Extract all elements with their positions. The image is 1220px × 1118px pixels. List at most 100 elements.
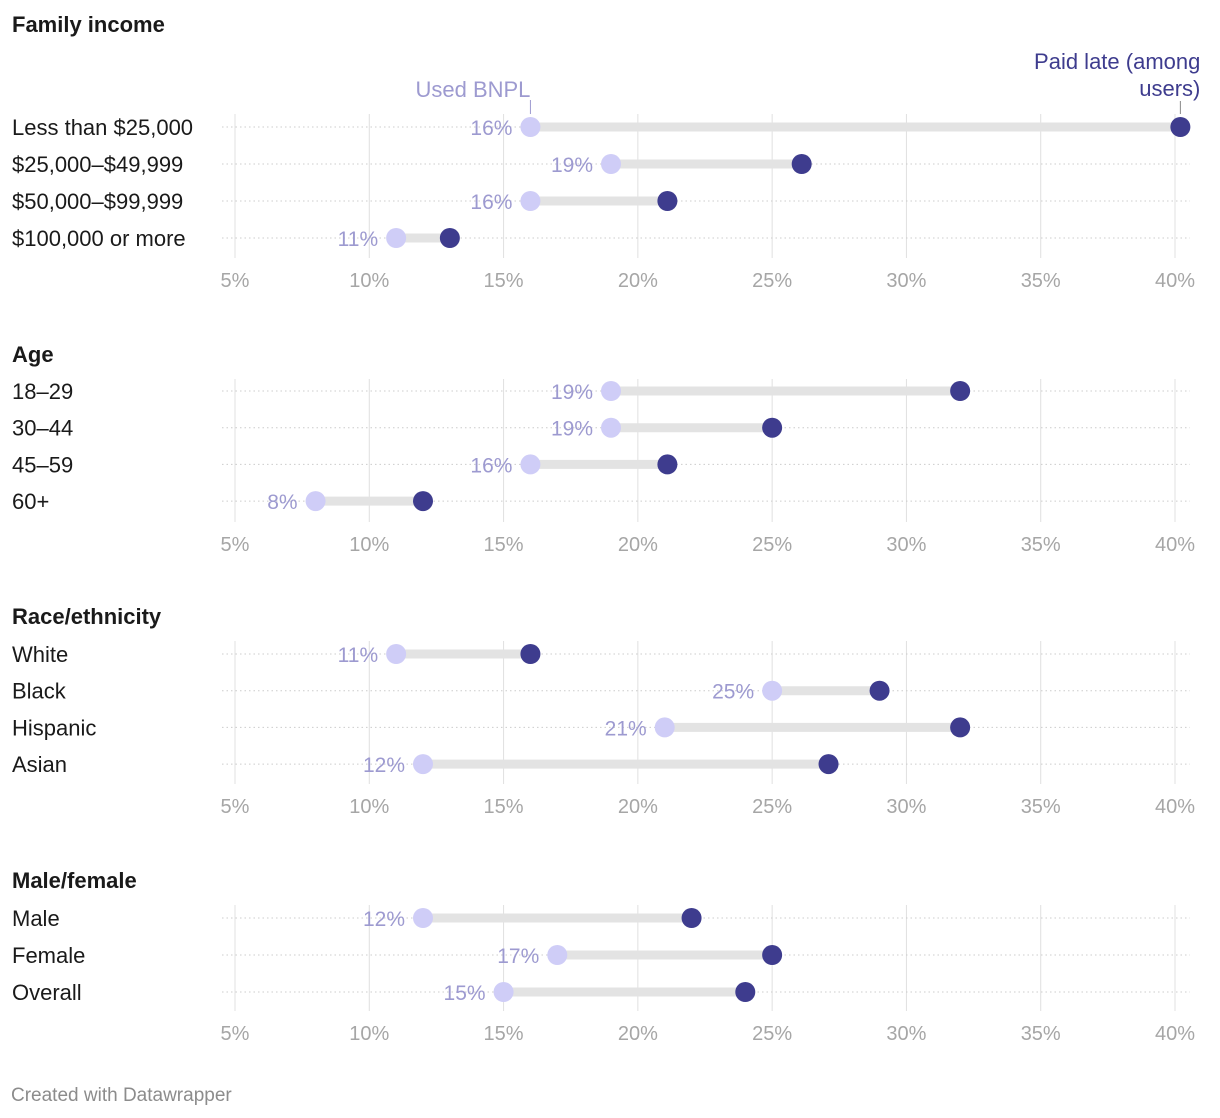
paid-late-dot [762, 417, 783, 438]
used-bnpl-dot [601, 154, 621, 174]
used-bnpl-value-label: 17% [497, 945, 539, 968]
panel-1: Family income 5% 10% 15% 20% 25% 30% 35% 40% Less… [12, 12, 1200, 292]
x-tick-label: 20% [618, 270, 658, 292]
used-bnpl-value-label: 25% [712, 681, 754, 704]
row-label: 18–29 [12, 379, 73, 404]
used-bnpl-dot [413, 754, 433, 775]
used-bnpl-dot [520, 191, 541, 211]
used-bnpl-value-label: 19% [551, 381, 593, 404]
x-tick-label: 35% [1021, 796, 1061, 818]
x-tick-label: 40% [1155, 1023, 1195, 1045]
x-tick-label: 40% [1155, 534, 1195, 556]
row-label: Overall [12, 980, 82, 1005]
x-tick-label: 5% [221, 270, 250, 292]
paid-late-dot [520, 644, 541, 664]
panel-title: Family income [12, 12, 165, 37]
used-bnpl-value-label: 12% [363, 754, 405, 777]
x-tick-label: 25% [752, 534, 792, 556]
row-label: 60+ [12, 489, 49, 514]
row-label: Male [12, 906, 60, 931]
row-label: $50,000–$99,999 [12, 189, 183, 214]
x-tick-label: 20% [618, 1023, 658, 1045]
panel-4: Male/female 5% 10% 15% 20% 25% 30% 35% 40% Male 12… [12, 868, 1195, 1045]
used-bnpl-value-label: 16% [470, 191, 512, 214]
x-tick-label: 15% [484, 1023, 524, 1045]
used-bnpl-dot [520, 454, 541, 475]
legend-paid-late-line: users) [1139, 76, 1200, 101]
x-tick-label: 5% [221, 534, 250, 556]
x-tick-label: 15% [484, 534, 524, 556]
row-label: Hispanic [12, 715, 96, 740]
used-bnpl-value-label: 16% [470, 454, 512, 477]
x-tick-label: 10% [349, 270, 389, 292]
paid-late-dot [735, 982, 756, 1002]
x-tick-label: 30% [886, 534, 926, 556]
x-tick-label: 10% [349, 796, 389, 818]
used-bnpl-value-label: 19% [551, 154, 593, 177]
x-tick-label: 25% [752, 796, 792, 818]
paid-late-dot [818, 754, 839, 775]
x-tick-label: 30% [886, 270, 926, 292]
used-bnpl-dot [413, 908, 433, 928]
used-bnpl-value-label: 16% [470, 117, 512, 140]
row-label: White [12, 642, 68, 667]
x-tick-label: 10% [349, 1023, 389, 1045]
paid-late-dot [869, 680, 890, 701]
used-bnpl-value-label: 8% [267, 491, 297, 514]
panel-title: Male/female [12, 868, 137, 893]
panel-3: Race/ethnicity 5% 10% 15% 20% 25% 30% 35% 40% Whi… [12, 604, 1195, 818]
paid-late-dot [791, 154, 812, 174]
chart-panels: Family income 5% 10% 15% 20% 25% 30% 35% 40% Less… [12, 12, 1200, 1045]
x-tick-label: 35% [1021, 1023, 1061, 1045]
paid-late-dot [657, 454, 678, 475]
row-label: $100,000 or more [12, 226, 186, 251]
x-tick-label: 5% [221, 796, 250, 818]
used-bnpl-dot [547, 945, 568, 965]
x-tick-label: 10% [349, 534, 389, 556]
panel-title: Age [12, 342, 54, 367]
row-label: Less than $25,000 [12, 115, 193, 140]
used-bnpl-value-label: 21% [605, 717, 647, 740]
used-bnpl-dot [386, 228, 407, 248]
legend-used-bnpl: Used BNPL [415, 77, 530, 102]
row-label: Female [12, 943, 85, 968]
row-label: 45–59 [12, 452, 73, 477]
x-tick-label: 25% [752, 270, 792, 292]
used-bnpl-value-label: 12% [363, 908, 405, 931]
used-bnpl-dot [654, 717, 675, 738]
row-label: 30–44 [12, 416, 73, 441]
x-tick-label: 20% [618, 796, 658, 818]
x-tick-label: 40% [1155, 270, 1195, 292]
legend-paid-late-line: Paid late (among [1034, 49, 1200, 74]
used-bnpl-dot [601, 381, 621, 401]
used-bnpl-dot [386, 644, 407, 664]
paid-late-dot [439, 228, 460, 248]
used-bnpl-value-label: 15% [444, 982, 486, 1005]
used-bnpl-dot [520, 117, 541, 137]
row-label: Asian [12, 752, 67, 777]
panel-title: Race/ethnicity [12, 604, 162, 629]
used-bnpl-dot [493, 982, 514, 1002]
x-tick-label: 30% [886, 796, 926, 818]
paid-late-dot [657, 191, 678, 211]
x-tick-label: 40% [1155, 796, 1195, 818]
paid-late-dot [681, 908, 702, 928]
x-tick-label: 30% [886, 1023, 926, 1045]
x-tick-label: 15% [484, 796, 524, 818]
x-tick-label: 35% [1021, 270, 1061, 292]
used-bnpl-dot [762, 680, 783, 701]
panel-2: Age 5% 10% 15% 20% 25% 30% 35% 40% 18–29 19% 30–44 1… [12, 342, 1195, 556]
used-bnpl-dot [305, 491, 326, 512]
credit-text: Created with Datawrapper [11, 1085, 232, 1106]
x-tick-label: 20% [618, 534, 658, 556]
x-tick-label: 35% [1021, 534, 1061, 556]
used-bnpl-value-label: 11% [338, 644, 378, 667]
x-tick-label: 5% [221, 1023, 250, 1045]
x-tick-label: 25% [752, 1023, 792, 1045]
paid-late-dot [1170, 117, 1191, 137]
paid-late-dot [950, 381, 971, 401]
paid-late-dot [413, 491, 433, 512]
paid-late-dot [950, 717, 971, 738]
row-label: $25,000–$49,999 [12, 152, 183, 177]
row-label: Black [12, 679, 67, 704]
